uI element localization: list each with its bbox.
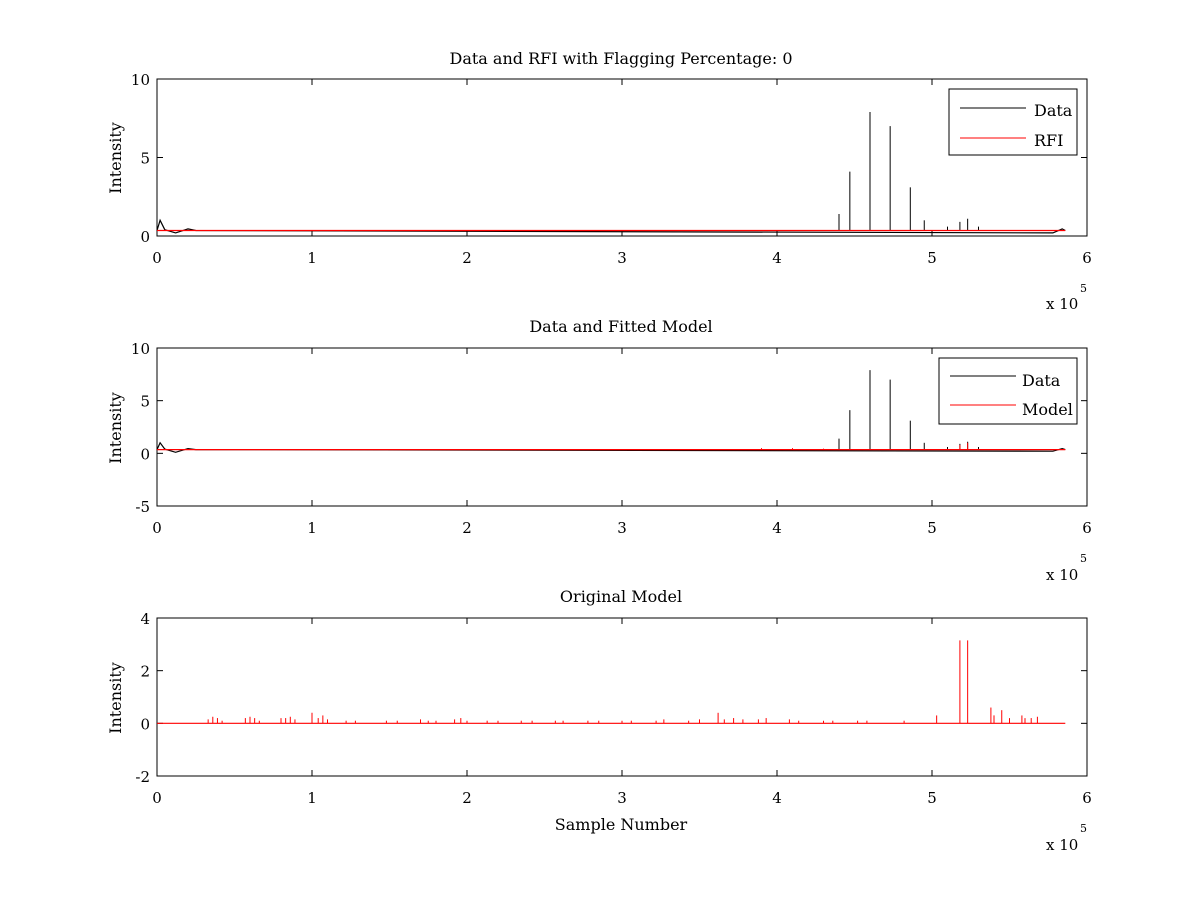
x-tick-label: 3 [617, 789, 627, 807]
subplot-1-legend: Data RFI [948, 88, 1078, 156]
y-tick-label: -2 [135, 768, 150, 786]
plot-frame [156, 617, 1088, 777]
subplot-2-x-exponent-power: 5 [1080, 552, 1087, 565]
subplot-2-ylabel: Intensity [106, 392, 125, 464]
x-tick-label: 5 [927, 519, 937, 537]
x-tick-label: 3 [617, 519, 627, 537]
x-tick-label: 5 [927, 249, 937, 267]
x-tick-label: 4 [772, 519, 782, 537]
subplot-2-title: Data and Fitted Model [529, 317, 712, 336]
plot-frame [156, 78, 1088, 237]
x-tick-label: 4 [772, 789, 782, 807]
legend-label-data: Data [1022, 371, 1061, 390]
y-tick-label: -5 [135, 498, 150, 516]
legend-box [948, 88, 1078, 156]
series-model [157, 442, 1066, 451]
subplot-2-x-exponent-base: x 10 [1046, 566, 1078, 584]
subplot-1-title: Data and RFI with Flagging Percentage: 0 [449, 49, 792, 68]
y-tick-label: 4 [140, 610, 150, 628]
x-tick-label: 5 [927, 789, 937, 807]
x-tick-label: 2 [462, 249, 472, 267]
subplot-3-x-exponent-power: 5 [1080, 822, 1087, 835]
subplot-2-legend: Data Model [938, 357, 1078, 425]
subplot-2: Data and Fitted Model Intensity 0 1 2 3 4 5 6 -… [106, 317, 1092, 584]
y-tick-label: 0 [140, 228, 150, 246]
x-tick-label: 6 [1082, 249, 1092, 267]
y-tick-label: 2 [140, 663, 150, 681]
y-tick-label: 5 [140, 150, 150, 168]
x-tick-label: 1 [307, 789, 317, 807]
x-tick-label: 1 [307, 519, 317, 537]
legend-label-data: Data [1034, 101, 1073, 120]
y-tick-label: 10 [131, 71, 150, 89]
y-tick-label: 5 [140, 393, 150, 411]
x-tick-label: 1 [307, 249, 317, 267]
x-tick-label: 0 [152, 249, 162, 267]
y-tick-label: 10 [131, 340, 150, 358]
subplot-1-axes: 0 1 2 3 4 5 6 0 5 10 [131, 71, 1092, 267]
subplot-1-x-exponent-base: x 10 [1046, 295, 1078, 313]
x-tick-label: 4 [772, 249, 782, 267]
subplot-3-ylabel: Intensity [106, 662, 125, 734]
legend-box [938, 357, 1078, 425]
x-tick-label: 6 [1082, 789, 1092, 807]
subplot-3-x-exponent-base: x 10 [1046, 836, 1078, 854]
x-tick-label: 2 [462, 789, 472, 807]
subplot-1-x-exponent-power: 5 [1080, 282, 1087, 295]
x-tick-label: 2 [462, 519, 472, 537]
series-line-0 [157, 640, 1066, 724]
x-tick-label: 3 [617, 249, 627, 267]
subplot-1-ylabel: Intensity [106, 122, 125, 194]
subplot-1: Data and RFI with Flagging Percentage: 0… [106, 49, 1092, 313]
plot-frame [156, 347, 1088, 507]
y-tick-label: 0 [140, 715, 150, 733]
x-tick-label: 6 [1082, 519, 1092, 537]
legend-label-rfi: RFI [1034, 131, 1063, 150]
y-tick-label: 0 [140, 445, 150, 463]
x-tick-label: 0 [152, 519, 162, 537]
subplot-3-xlabel: Sample Number [555, 815, 688, 834]
legend-label-model: Model [1022, 400, 1073, 419]
subplot-3-title: Original Model [560, 587, 682, 606]
x-tick-label: 0 [152, 789, 162, 807]
